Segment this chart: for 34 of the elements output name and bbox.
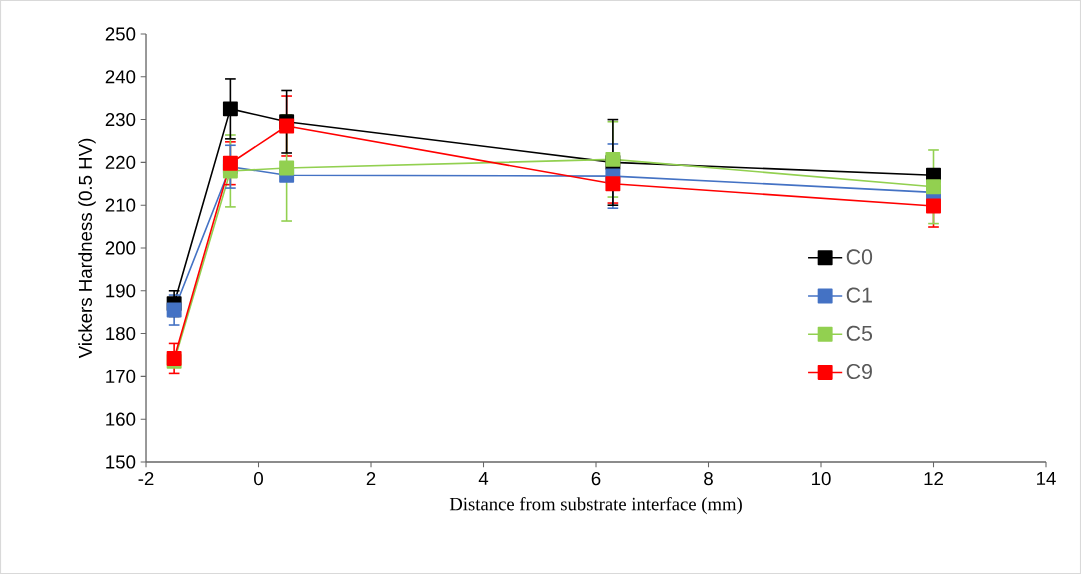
y-tick-label: 210 bbox=[105, 198, 136, 212]
legend-label: C5 bbox=[846, 325, 873, 341]
legend-label: C9 bbox=[846, 364, 872, 380]
x-tick-label: 0 bbox=[254, 472, 263, 486]
point bbox=[926, 198, 941, 214]
y-tick-label: 160 bbox=[106, 412, 136, 426]
x-tick-label: 6 bbox=[591, 472, 601, 486]
x-tick-label: 8 bbox=[704, 472, 713, 486]
legend-label: C1 bbox=[846, 287, 872, 303]
point bbox=[222, 101, 238, 117]
y-tick-label: 230 bbox=[105, 112, 136, 127]
y-tick-label: 220 bbox=[105, 155, 136, 169]
y-tick-label: 150 bbox=[106, 455, 136, 469]
x-axis-title: Distance from substrate interface (mm) bbox=[449, 497, 742, 515]
x-tick-label: 2 bbox=[366, 472, 376, 486]
y-axis-title: Vickers Hardness (0.5 HV) bbox=[78, 138, 96, 359]
point bbox=[166, 302, 182, 318]
x-tick-label: 10 bbox=[812, 472, 831, 486]
point bbox=[279, 160, 295, 176]
point bbox=[926, 179, 941, 195]
point bbox=[605, 176, 621, 192]
y-tick-label: 180 bbox=[106, 326, 136, 341]
point bbox=[222, 155, 238, 171]
y-tick-label: 200 bbox=[105, 241, 136, 255]
point bbox=[279, 118, 295, 134]
x-tick-label: 12 bbox=[924, 472, 943, 486]
y-tick-label: 240 bbox=[105, 70, 136, 84]
y-tick-label: 170 bbox=[106, 369, 136, 383]
x-tick-label: 4 bbox=[478, 472, 489, 485]
y-tick-label: 190 bbox=[106, 284, 136, 298]
x-tick-label: -2 bbox=[138, 472, 154, 486]
x-tick-label: 14 bbox=[1037, 472, 1056, 485]
y-tick-label: 250 bbox=[105, 27, 136, 41]
legend-label: C0 bbox=[846, 249, 873, 265]
